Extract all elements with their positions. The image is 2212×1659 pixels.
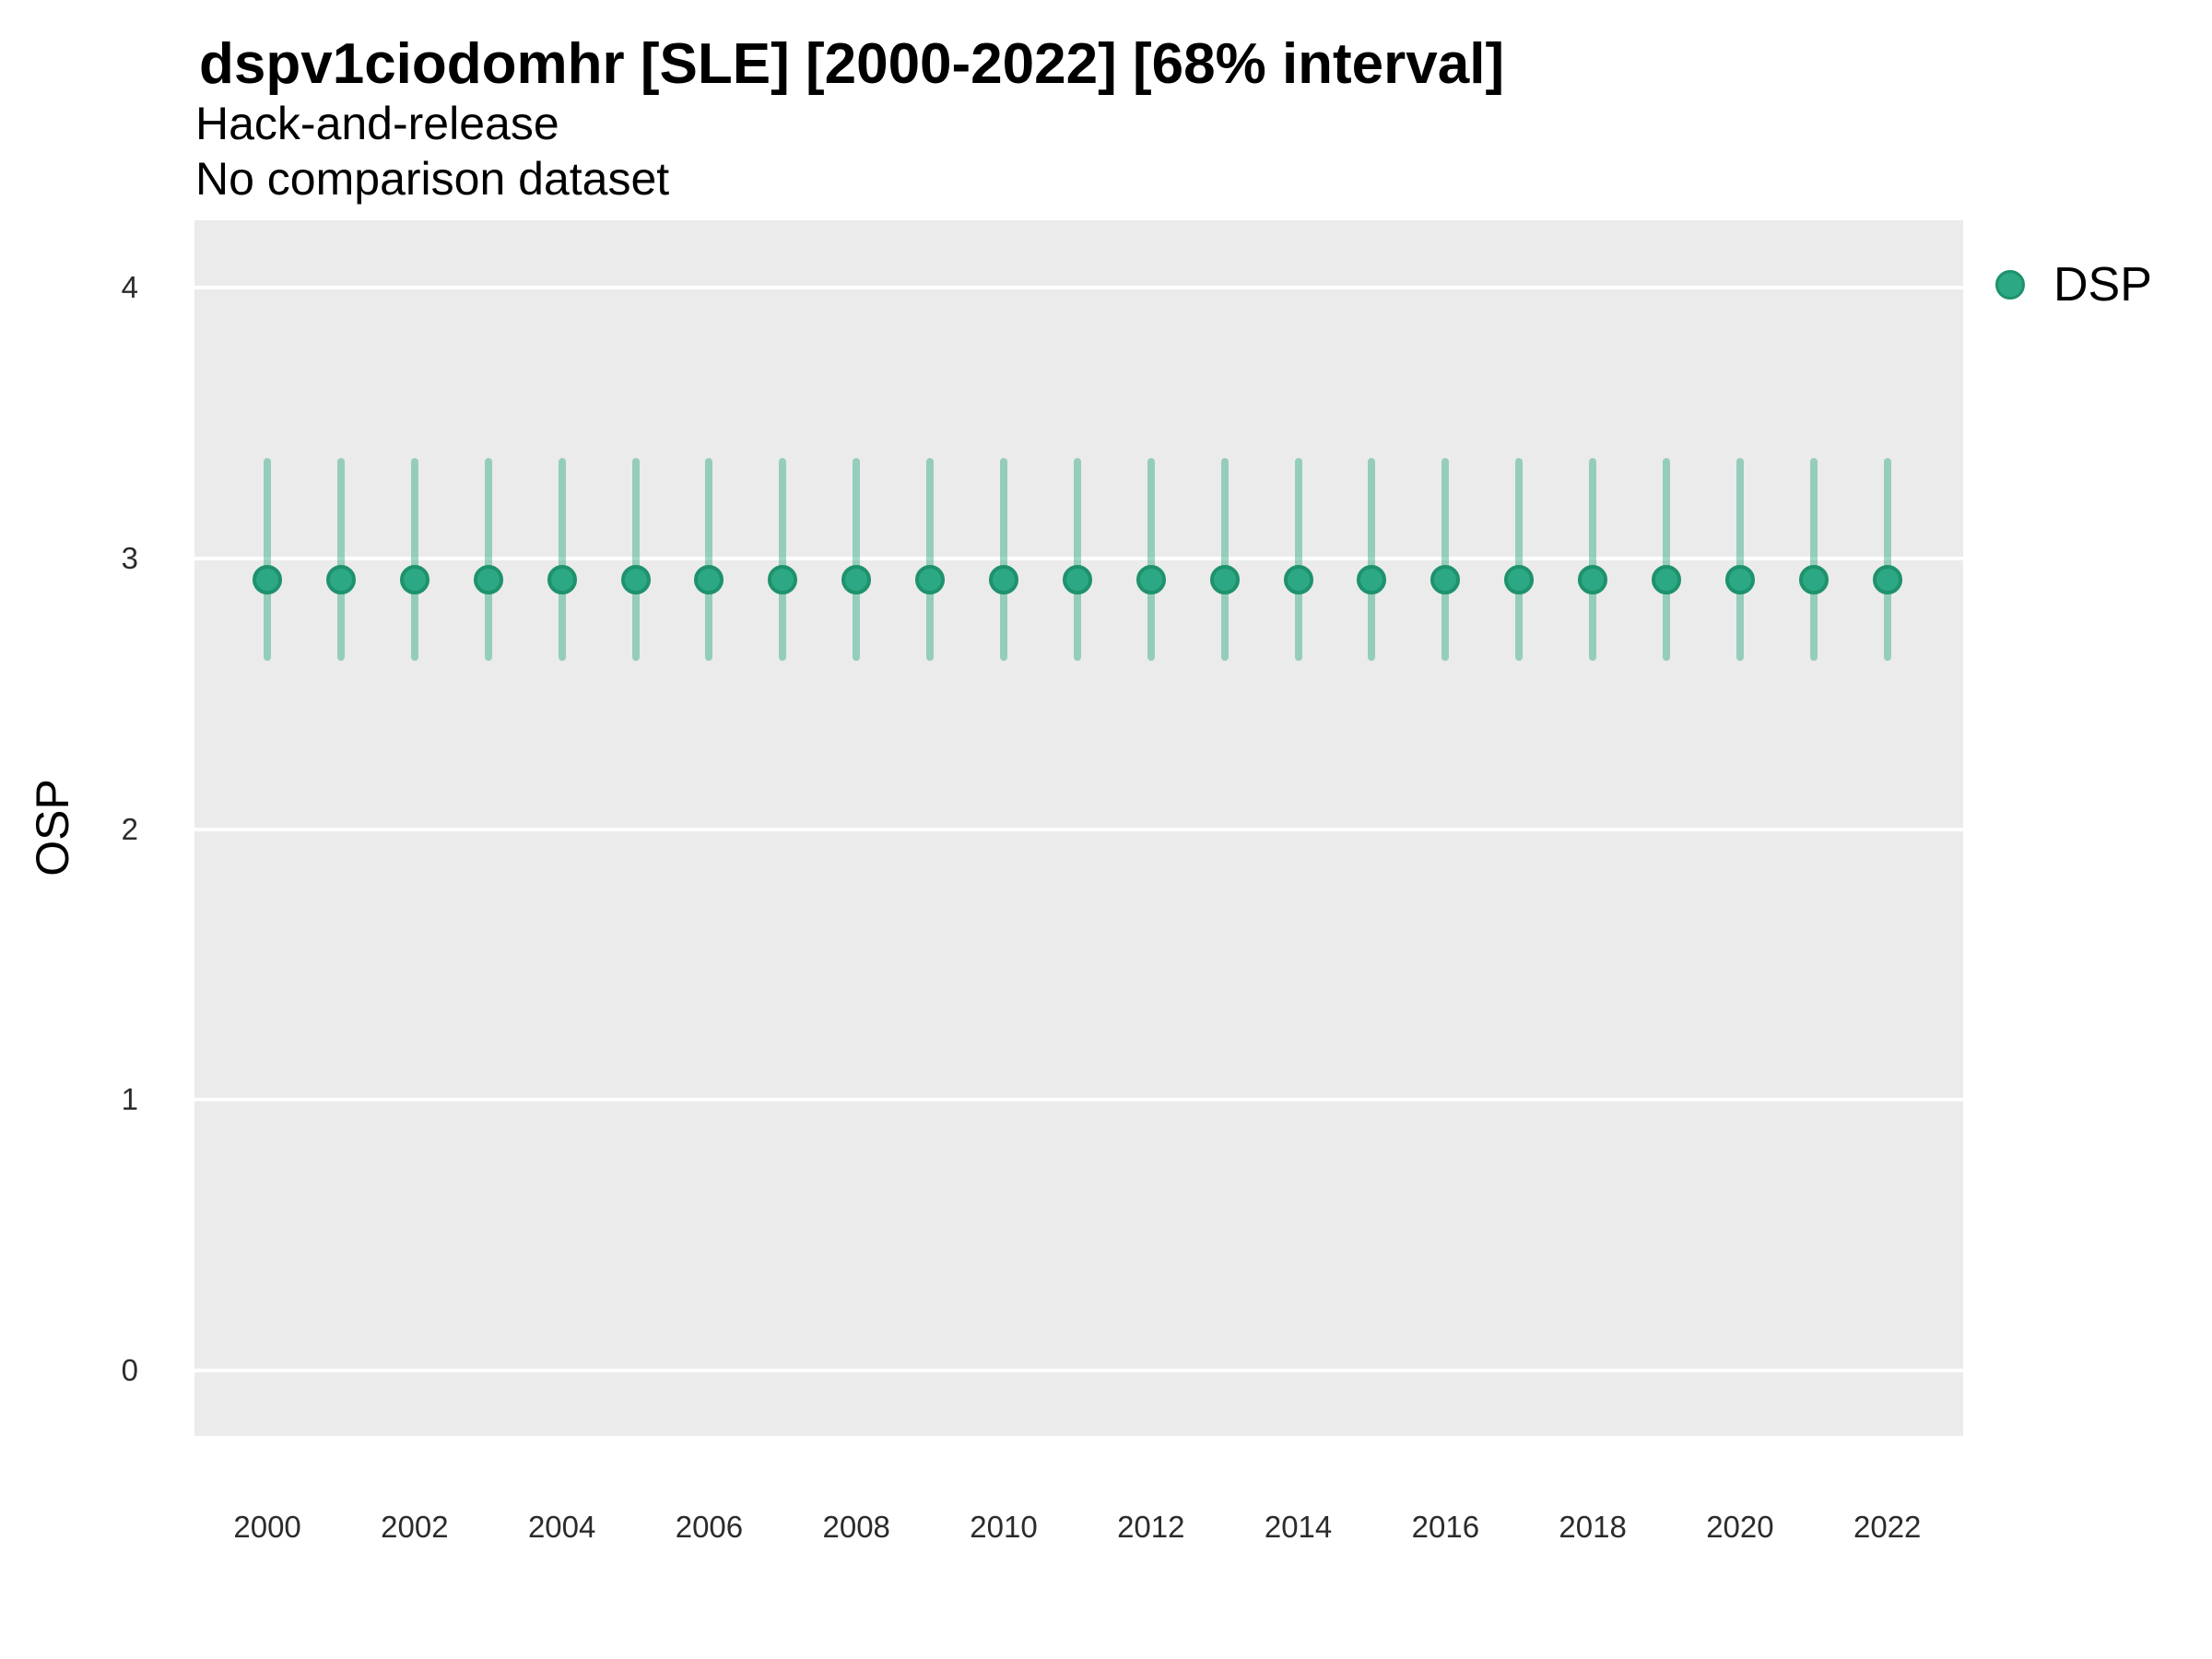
interval-bar-2015 — [1368, 458, 1376, 662]
point-2002 — [399, 565, 429, 595]
interval-bar-2006 — [705, 458, 713, 662]
interval-bar-2001 — [336, 458, 345, 662]
gridline-y-1 — [194, 1098, 1963, 1102]
interval-bar-2018 — [1589, 458, 1597, 662]
y-tick-label-1: 1 — [121, 1082, 138, 1117]
point-2006 — [694, 565, 724, 595]
x-tick-label-2002: 2002 — [381, 1510, 449, 1544]
interval-bar-2002 — [410, 458, 418, 662]
point-2018 — [1578, 565, 1608, 595]
point-2016 — [1430, 565, 1461, 595]
x-tick-label-2014: 2014 — [1264, 1510, 1333, 1544]
point-2020 — [1724, 565, 1755, 595]
point-2001 — [325, 565, 356, 595]
interval-bar-2011 — [1073, 458, 1081, 662]
point-2015 — [1357, 565, 1387, 595]
y-tick-label-4: 4 — [121, 270, 138, 305]
interval-bar-2010 — [1000, 458, 1007, 662]
point-2000 — [253, 565, 283, 595]
point-2012 — [1135, 565, 1166, 595]
point-2009 — [915, 565, 946, 595]
point-2007 — [768, 565, 798, 595]
x-tick-label-2022: 2022 — [1853, 1510, 1922, 1544]
x-tick-label-2008: 2008 — [822, 1510, 890, 1544]
interval-bar-2022 — [1883, 458, 1891, 662]
interval-bar-2000 — [264, 458, 272, 662]
point-2022 — [1872, 565, 1902, 595]
plot-panel — [194, 220, 1963, 1436]
point-2011 — [1062, 565, 1092, 595]
x-tick-label-2012: 2012 — [1117, 1510, 1185, 1544]
interval-bar-2019 — [1663, 458, 1671, 662]
x-tick-label-2000: 2000 — [233, 1510, 301, 1544]
interval-bar-2008 — [853, 458, 861, 662]
interval-bar-2017 — [1515, 458, 1524, 662]
y-tick-label-3: 3 — [121, 540, 138, 575]
x-tick-label-2010: 2010 — [970, 1510, 1038, 1544]
point-2013 — [1209, 565, 1240, 595]
point-2021 — [1798, 565, 1829, 595]
interval-bar-2013 — [1220, 458, 1229, 662]
interval-bar-2009 — [926, 458, 935, 662]
legend: DSP — [1995, 261, 2152, 309]
interval-bar-2016 — [1441, 458, 1450, 662]
y-tick-label-0: 0 — [121, 1352, 138, 1387]
point-2008 — [841, 565, 872, 595]
x-tick-label-2018: 2018 — [1559, 1510, 1627, 1544]
legend-label: DSP — [2053, 258, 2152, 312]
interval-bar-2004 — [558, 458, 566, 662]
point-2010 — [989, 565, 1018, 595]
interval-bar-2005 — [631, 458, 640, 662]
x-tick-label-2016: 2016 — [1411, 1510, 1480, 1544]
interval-bar-2020 — [1735, 458, 1744, 662]
gridline-y-3 — [194, 556, 1963, 560]
gridline-y-2 — [194, 827, 1963, 831]
point-2017 — [1504, 565, 1535, 595]
interval-bar-2007 — [779, 458, 787, 662]
gridline-y-0 — [194, 1368, 1963, 1372]
interval-bar-2012 — [1147, 458, 1155, 662]
chart-title: dspv1ciodomhr [SLE] [2000-2022] [68% int… — [199, 32, 1505, 96]
point-2004 — [547, 565, 577, 595]
interval-bar-2003 — [484, 458, 492, 662]
legend-point-swatch — [1995, 270, 2025, 300]
point-2005 — [620, 565, 651, 595]
chart-subtitle-line2: No comparison dataset — [195, 153, 670, 205]
gridline-y-4 — [194, 286, 1963, 290]
x-tick-label-2020: 2020 — [1706, 1510, 1774, 1544]
x-tick-label-2004: 2004 — [527, 1510, 596, 1544]
point-2019 — [1652, 565, 1682, 595]
interval-bar-2021 — [1809, 458, 1818, 662]
point-2014 — [1283, 565, 1313, 595]
chart-subtitle-line1: Hack-and-release — [195, 98, 559, 149]
y-tick-label-2: 2 — [121, 811, 138, 846]
interval-bar-2014 — [1294, 458, 1302, 662]
x-tick-label-2006: 2006 — [675, 1510, 744, 1544]
point-2003 — [473, 565, 503, 595]
